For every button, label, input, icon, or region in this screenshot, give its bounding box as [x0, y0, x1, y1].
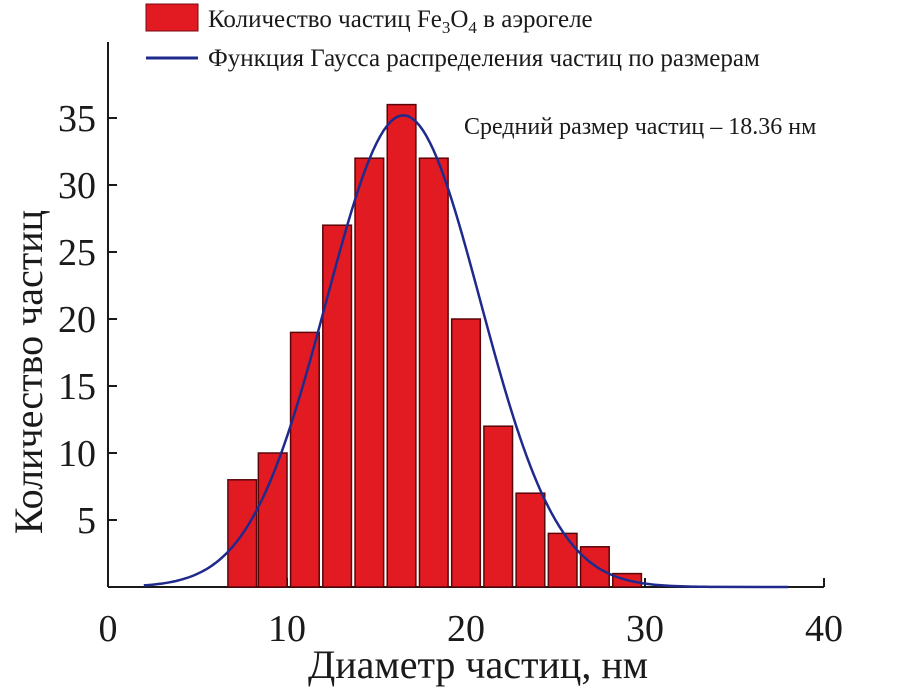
- histogram-bar: [515, 492, 546, 588]
- x-tick-label: 10: [268, 608, 306, 650]
- y-tick-label: 25: [58, 232, 96, 274]
- y-tick-label: 10: [58, 433, 96, 475]
- histogram-bar: [483, 425, 514, 588]
- y-axis-title: Количество частиц: [6, 210, 51, 534]
- x-tick-label: 30: [626, 608, 664, 650]
- legend-bar-swatch: [145, 3, 199, 32]
- x-tick-label: 0: [99, 608, 118, 650]
- histogram-bar: [289, 331, 320, 588]
- histogram-bar: [547, 532, 578, 588]
- histogram-bar: [450, 318, 482, 588]
- legend-line-label: Функция Гаусса распределения частиц по р…: [208, 45, 760, 72]
- y-tick-label: 15: [58, 366, 96, 408]
- mean-size-annotation: Средний размер частиц – 18.36 нм: [464, 114, 816, 140]
- histogram-bar: [386, 103, 417, 588]
- x-tick-label: 40: [805, 608, 843, 650]
- gauss-curve: [143, 114, 789, 589]
- x-tick-label: 20: [447, 608, 485, 650]
- y-tick-label: 5: [77, 500, 96, 542]
- y-tick-label: 30: [58, 165, 96, 207]
- histogram-bar: [354, 157, 385, 588]
- bars: [227, 103, 643, 588]
- y-tick-label: 20: [58, 299, 96, 341]
- y-tick-label: 35: [58, 98, 96, 140]
- legend: Количество частиц Fe3O4 в аэрогеле Функц…: [145, 3, 760, 72]
- histogram-bar: [418, 157, 449, 588]
- legend-bar-label: Количество частиц Fe3O4 в аэрогеле: [208, 6, 593, 37]
- histogram-bar: [322, 224, 353, 588]
- ticks: 0 10 20 30 40 5 10 15 20 25 30 35: [58, 98, 843, 650]
- x-axis-title: Диаметр частиц, нм: [308, 642, 648, 687]
